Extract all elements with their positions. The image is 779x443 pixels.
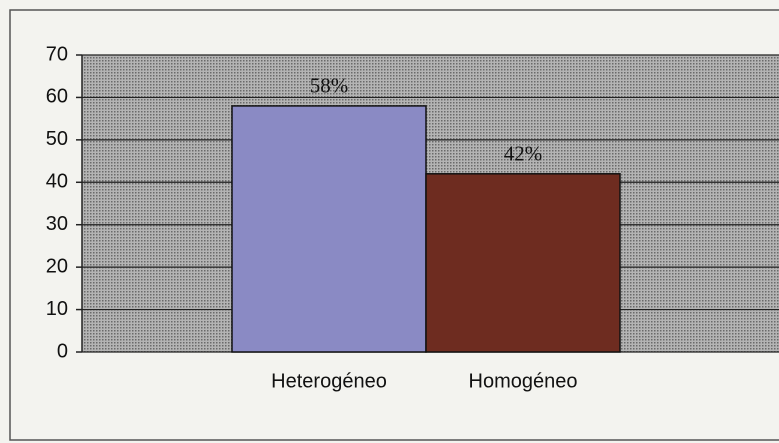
y-tick-label: 70 (46, 43, 68, 65)
y-tick-label: 50 (46, 128, 68, 150)
x-tick-label: Heterogéneo (271, 370, 387, 392)
y-tick-label: 40 (46, 171, 68, 193)
x-tick-label: Homogéneo (469, 370, 578, 392)
y-tick-label: 20 (46, 255, 68, 277)
bar (425, 173, 621, 353)
y-tick-label: 60 (46, 86, 68, 108)
y-tick-label: 10 (46, 298, 68, 320)
data-label: 58% (310, 74, 349, 98)
y-tick-label: 30 (46, 213, 68, 235)
data-label: 42% (504, 142, 543, 166)
y-tick-label: 0 (57, 340, 68, 362)
bar (231, 105, 427, 353)
